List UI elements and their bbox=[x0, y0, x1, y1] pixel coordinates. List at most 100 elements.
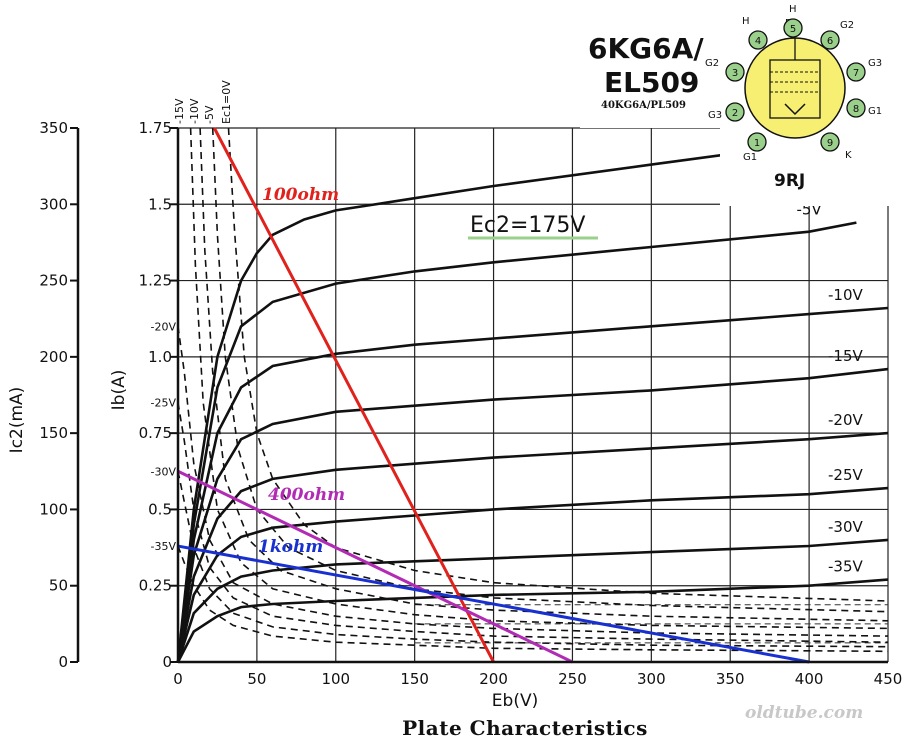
x-axis-title: Eb(V) bbox=[492, 691, 538, 711]
pin-number: 9 bbox=[827, 138, 833, 149]
curve-label: -10V bbox=[828, 286, 863, 304]
top-grid-voltage-label: -5V bbox=[203, 105, 216, 124]
pin-name: H bbox=[742, 16, 750, 27]
base-pin bbox=[747, 132, 767, 152]
ec2-label: Ec2=175V bbox=[470, 213, 585, 238]
plate-current-curve bbox=[176, 431, 889, 663]
base-pin bbox=[725, 62, 745, 82]
pin-number: 1 bbox=[754, 138, 760, 149]
y-tick-label: 0.75 bbox=[139, 424, 172, 442]
y2-tick-label: 350 bbox=[39, 119, 68, 137]
pin-name: G3 bbox=[868, 58, 882, 69]
base-type-label: 9RJ bbox=[774, 171, 805, 191]
screen-current-curve bbox=[211, 127, 889, 613]
tube-title-line2: EL509 bbox=[604, 66, 699, 99]
screen-current-curve bbox=[177, 402, 889, 643]
curve-label: -15V bbox=[828, 347, 863, 365]
base-pin bbox=[725, 102, 745, 122]
plate-current-curve bbox=[176, 306, 889, 663]
screen-current-curves bbox=[177, 127, 889, 653]
curve-label: -25V bbox=[828, 466, 863, 484]
screen-current-curve bbox=[177, 326, 889, 637]
pin-name: G2 bbox=[840, 20, 854, 31]
x-tick-label: 50 bbox=[247, 670, 266, 688]
left-grid-voltage-label: -20V bbox=[151, 320, 177, 333]
y-tick-label: 1.25 bbox=[139, 272, 172, 290]
y-tick-label: 0.25 bbox=[139, 577, 172, 595]
pin-number: 6 bbox=[827, 36, 833, 47]
x-tick-label: 350 bbox=[716, 670, 745, 688]
plate-current-curve bbox=[176, 367, 889, 663]
x-tick-label: 400 bbox=[795, 670, 824, 688]
base-pin bbox=[748, 30, 768, 50]
axes bbox=[76, 128, 888, 664]
y2-tick-label: 0 bbox=[58, 653, 68, 671]
y-axis-title: Ib(A) bbox=[109, 370, 129, 411]
y2-tick-label: 150 bbox=[39, 424, 68, 442]
base-pin bbox=[820, 30, 840, 50]
base-pin bbox=[846, 62, 866, 82]
y2-tick-label: 200 bbox=[39, 348, 68, 366]
load-lines: 100ohm 400ohm 1kohm bbox=[177, 127, 810, 664]
curve-label: -35V bbox=[828, 558, 863, 576]
pin-number: 3 bbox=[732, 68, 738, 79]
x-tick-label: 150 bbox=[400, 670, 429, 688]
plate-current-curve bbox=[176, 486, 889, 663]
pin-number: 4 bbox=[755, 36, 761, 47]
tube-header: 6KG6A/ EL509 40KG6A/PL509 P 1G12G33G24H5… bbox=[580, 0, 910, 206]
left-grid-voltage-label: -30V bbox=[151, 465, 177, 478]
watermark: oldtube.com bbox=[745, 703, 863, 723]
pin-name: G2 bbox=[705, 58, 719, 69]
left-grid-voltage-label: -35V bbox=[151, 540, 177, 553]
top-grid-voltage-label: -10V bbox=[188, 98, 201, 124]
pin-number: 7 bbox=[853, 68, 859, 79]
plate-current-curve bbox=[176, 538, 889, 663]
top-grid-voltage-label: -15V bbox=[173, 98, 186, 124]
load-line bbox=[212, 127, 495, 663]
y2-tick-label: 50 bbox=[49, 577, 68, 595]
x-tick-label: 200 bbox=[479, 670, 508, 688]
load-line-label: 100ohm bbox=[262, 185, 339, 205]
pin-name: H bbox=[789, 4, 797, 15]
pin-number: 8 bbox=[853, 104, 859, 115]
plate-current-curve bbox=[176, 578, 889, 663]
chart-title: Plate Characteristics bbox=[402, 716, 648, 740]
left-grid-voltage-label: -25V bbox=[151, 397, 177, 410]
plate-current-curve bbox=[176, 221, 857, 663]
load-line bbox=[177, 544, 810, 664]
y-tick-label: 1.0 bbox=[148, 348, 172, 366]
top-grid-voltage-label: Ec1=0V bbox=[220, 80, 233, 124]
y-tick-label: 1.75 bbox=[139, 119, 172, 137]
plate-current-curves bbox=[176, 132, 889, 663]
load-line-label: 1kohm bbox=[258, 537, 323, 557]
pin-number: 2 bbox=[732, 108, 738, 119]
load-line-label: 400ohm bbox=[268, 485, 345, 505]
pin-number: 5 bbox=[790, 24, 796, 35]
y2-tick-label: 100 bbox=[39, 500, 68, 518]
y-tick-label: 0.5 bbox=[148, 500, 172, 518]
tube-title-line1: 6KG6A/ bbox=[588, 32, 704, 65]
plate-current-curve bbox=[176, 132, 889, 663]
curve-label: -30V bbox=[828, 518, 863, 536]
screen-current-curve bbox=[189, 127, 889, 630]
x-tick-label: 250 bbox=[558, 670, 587, 688]
pin-name: K bbox=[845, 150, 852, 161]
y2-tick-label: 250 bbox=[39, 272, 68, 290]
y2-tick-label: 300 bbox=[39, 195, 68, 213]
curve-label: -20V bbox=[828, 411, 863, 429]
x-tick-label: 0 bbox=[173, 670, 183, 688]
pin-name: G1 bbox=[743, 152, 757, 163]
y-tick-label: 1.5 bbox=[148, 195, 172, 213]
y-tick-label: 0 bbox=[162, 653, 172, 671]
load-line bbox=[177, 469, 574, 664]
x-tick-label: 300 bbox=[637, 670, 666, 688]
pin-name: G3 bbox=[708, 110, 722, 121]
base-pin bbox=[820, 132, 840, 152]
x-tick-label: 100 bbox=[321, 670, 350, 688]
x-tick-label: 450 bbox=[874, 670, 903, 688]
tube-subtitle: 40KG6A/PL509 bbox=[601, 100, 686, 111]
base-pin bbox=[783, 18, 803, 38]
pin-name: G1 bbox=[868, 106, 882, 117]
